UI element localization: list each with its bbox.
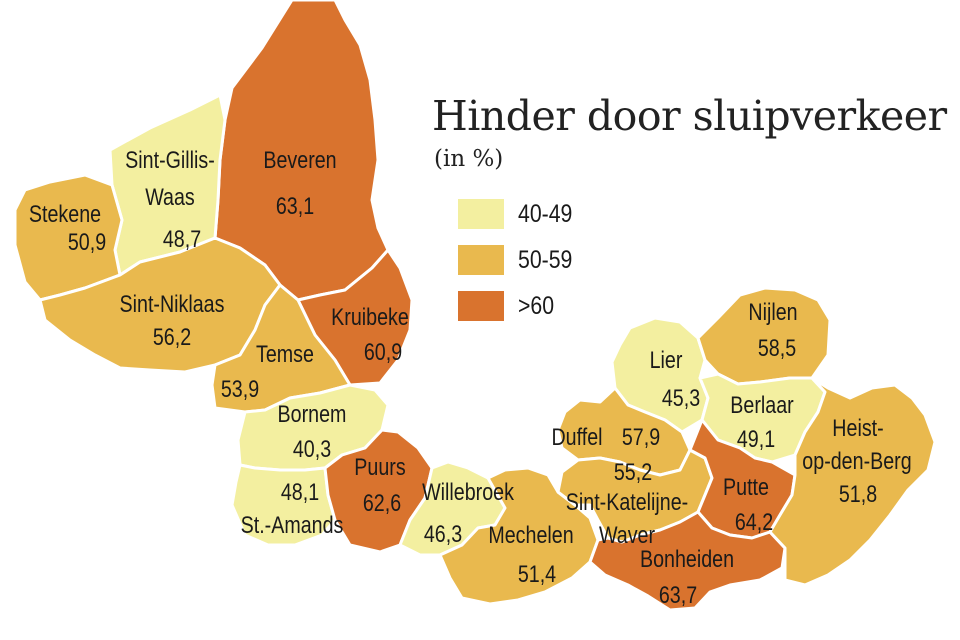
label-sint-katelijne-waver-value: 55,2	[614, 458, 652, 485]
label-putte-value: 64,2	[735, 508, 773, 535]
legend-item-over-60: >60	[458, 290, 582, 322]
label-bornem-value: 40,3	[293, 435, 331, 462]
map-subtitle: (in %)	[434, 146, 504, 172]
label-stekene-value: 50,9	[68, 228, 106, 255]
label-duffel-name: Duffel	[551, 423, 602, 450]
label-puurs-name: Puurs	[354, 453, 405, 480]
label-lier-value: 45,3	[662, 384, 700, 411]
label-beveren-name: Beveren	[263, 146, 336, 173]
label-sint-katelijne-waver-name-line1: Sint-Katelijne-	[566, 488, 688, 515]
map-title: Hinder door sluipverkeer	[432, 92, 947, 140]
label-sint-gillis-waas-name-line1: Sint-Gillis-	[125, 146, 215, 173]
label-temse-name: Temse	[256, 340, 314, 367]
label-heist-op-den-berg-value: 51,8	[839, 480, 877, 507]
label-nijlen-name: Nijlen	[748, 298, 797, 325]
label-mechelen-name: Mechelen	[488, 521, 573, 548]
label-putte-name: Putte	[723, 473, 769, 500]
region-heist-op-den-berg	[768, 376, 937, 587]
label-st-amands-name: St.-Amands	[241, 511, 344, 538]
label-nijlen-value: 58,5	[758, 334, 796, 361]
legend-swatch-over-60	[458, 291, 504, 321]
label-temse-value: 53,9	[221, 375, 259, 402]
label-beveren-value: 63,1	[276, 192, 314, 219]
label-willebroek-value: 46,3	[424, 520, 462, 547]
label-puurs-value: 62,6	[363, 489, 401, 516]
region-st-amands	[230, 463, 337, 547]
label-stekene-name: Stekene	[29, 200, 101, 227]
label-sint-gillis-waas-value: 48,7	[163, 225, 201, 252]
label-berlaar-value: 49,1	[737, 425, 775, 452]
label-bonheiden-name: Bonheiden	[640, 545, 734, 572]
legend-item-40-49: 40-49	[458, 198, 582, 230]
label-st-amands-value: 48,1	[281, 478, 319, 505]
label-bonheiden-value: 63,7	[659, 581, 697, 608]
legend-swatch-40-49	[458, 199, 504, 229]
legend: 40-49 50-59 >60	[458, 198, 582, 336]
legend-swatch-50-59	[458, 245, 504, 275]
label-heist-op-den-berg-name-line2: op-den-Berg	[802, 447, 911, 474]
label-willebroek-name: Willebroek	[422, 478, 514, 505]
legend-label-40-49: 40-49	[518, 199, 573, 228]
region-stekene	[13, 173, 124, 302]
label-heist-op-den-berg-name-line1: Heist-	[832, 414, 883, 441]
label-lier-name: Lier	[650, 346, 683, 373]
label-sint-niklaas-name: Sint-Niklaas	[120, 290, 225, 317]
label-bornem-name: Bornem	[278, 400, 347, 427]
label-sint-katelijne-waver-name-line2: Waver	[599, 521, 655, 548]
legend-item-50-59: 50-59	[458, 244, 582, 276]
label-kruibeke-value: 60,9	[364, 338, 402, 365]
label-sint-niklaas-value: 56,2	[153, 323, 191, 350]
label-mechelen-value: 51,4	[518, 560, 556, 587]
region-mechelen	[438, 466, 600, 606]
legend-label-50-59: 50-59	[518, 245, 573, 274]
label-kruibeke-name: Kruibeke	[331, 303, 409, 330]
label-duffel-value: 57,9	[622, 423, 660, 450]
label-berlaar-name: Berlaar	[730, 391, 793, 418]
label-sint-gillis-waas-name-line2: Waas	[145, 183, 195, 210]
legend-label-over-60: >60	[518, 291, 555, 320]
